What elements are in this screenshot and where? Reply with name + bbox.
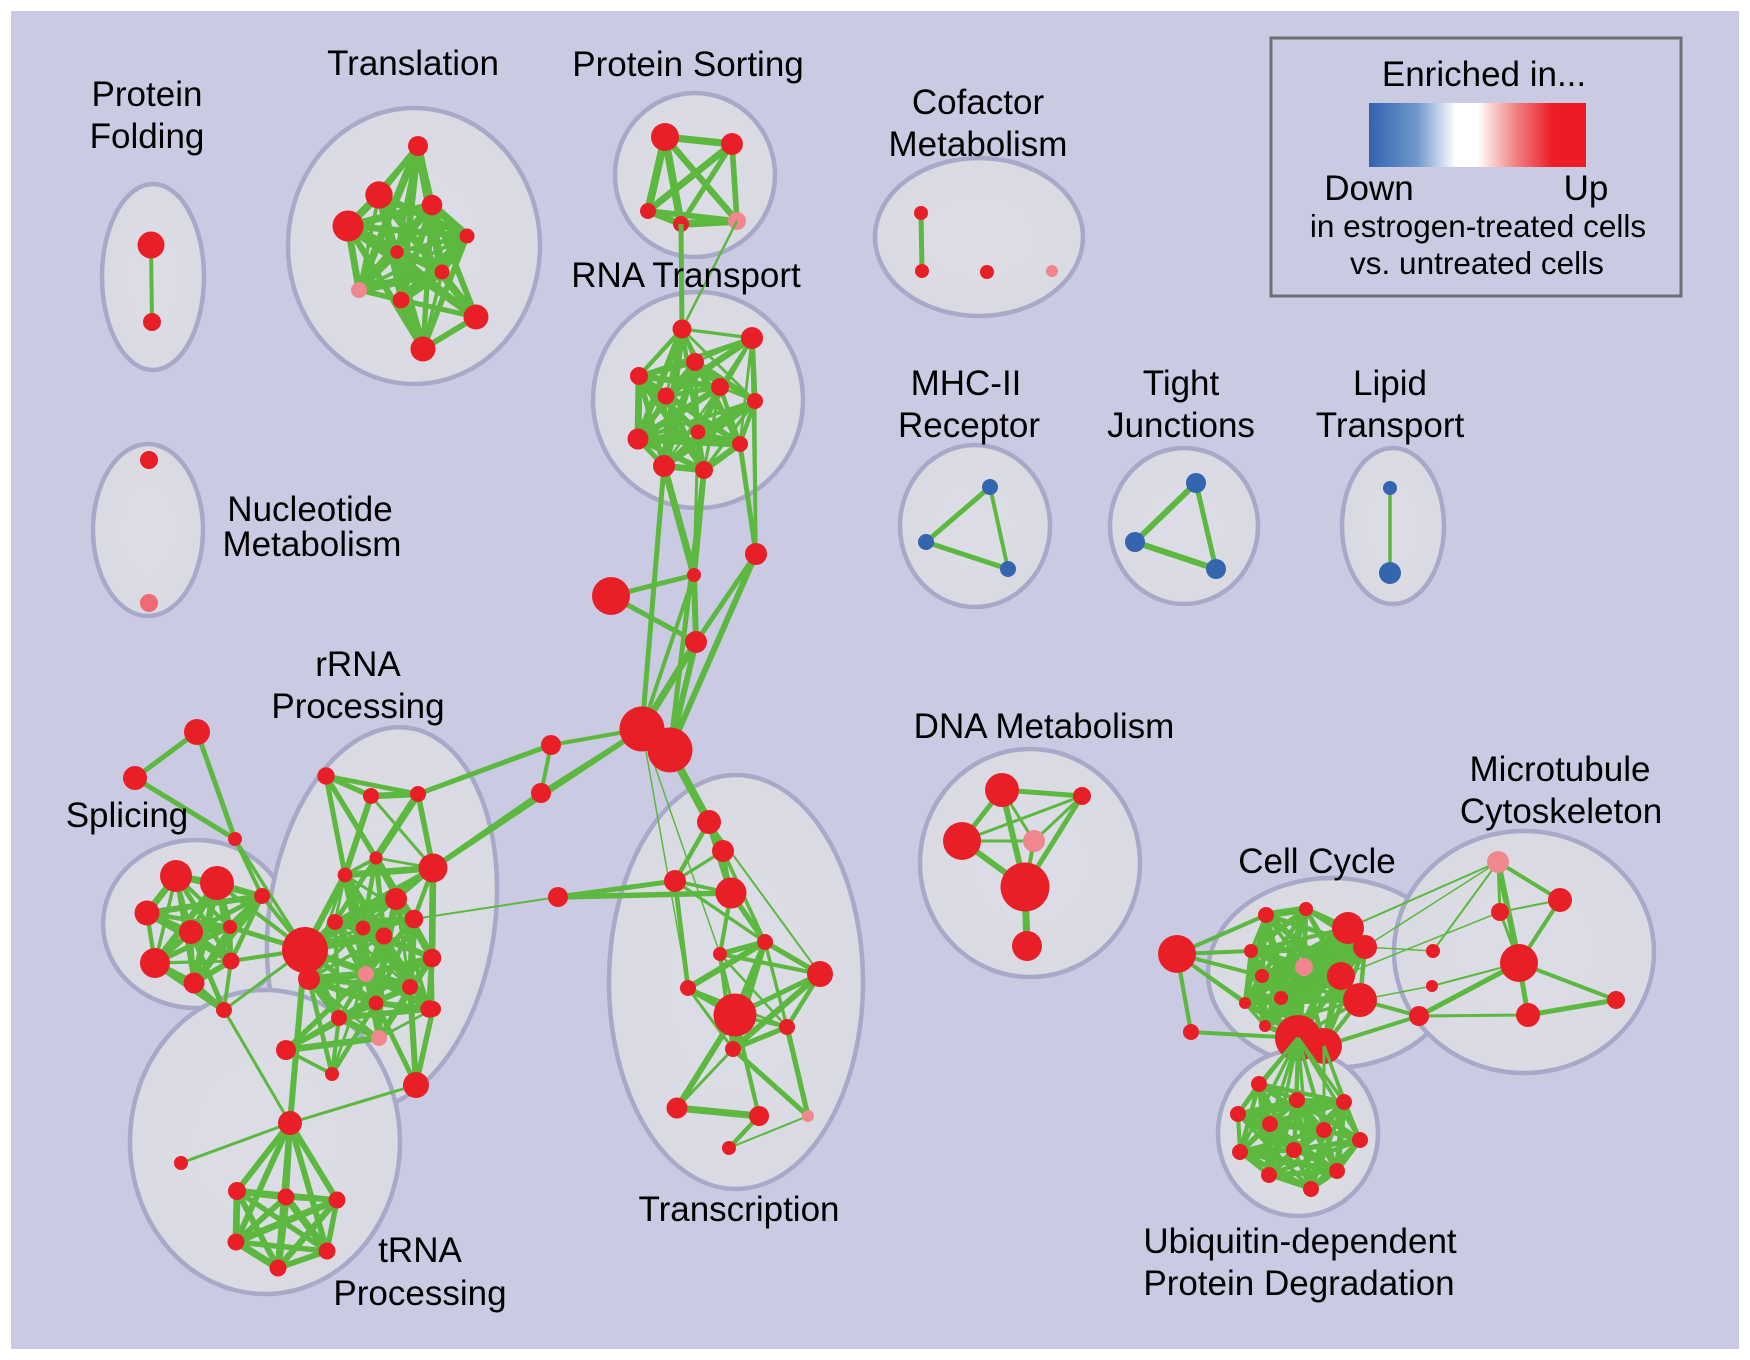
svg-text:Processing: Processing bbox=[271, 687, 444, 726]
svg-text:Metabolism: Metabolism bbox=[223, 525, 402, 564]
svg-text:Protein: Protein bbox=[92, 75, 203, 114]
svg-text:Transport: Transport bbox=[1316, 406, 1465, 445]
svg-text:Tight: Tight bbox=[1143, 364, 1220, 403]
svg-text:RNA Transport: RNA Transport bbox=[571, 256, 801, 295]
svg-text:Protein Sorting: Protein Sorting bbox=[572, 45, 804, 84]
svg-text:Nucleotide: Nucleotide bbox=[227, 490, 392, 529]
svg-text:in estrogen-treated cells: in estrogen-treated cells bbox=[1310, 208, 1646, 244]
svg-text:Processing: Processing bbox=[333, 1274, 506, 1313]
svg-text:MHC-II: MHC-II bbox=[911, 364, 1022, 403]
svg-text:Cytoskeleton: Cytoskeleton bbox=[1460, 792, 1662, 831]
svg-text:Junctions: Junctions bbox=[1107, 406, 1255, 445]
svg-text:Down: Down bbox=[1324, 169, 1413, 208]
svg-text:Translation: Translation bbox=[327, 44, 499, 83]
svg-text:Ubiquitin-dependent: Ubiquitin-dependent bbox=[1143, 1222, 1457, 1261]
svg-text:Metabolism: Metabolism bbox=[889, 125, 1068, 164]
svg-text:Splicing: Splicing bbox=[66, 796, 189, 835]
svg-text:DNA Metabolism: DNA Metabolism bbox=[914, 707, 1175, 746]
svg-text:Protein Degradation: Protein Degradation bbox=[1143, 1264, 1454, 1303]
svg-text:tRNA: tRNA bbox=[378, 1231, 462, 1270]
svg-text:Lipid: Lipid bbox=[1353, 364, 1427, 403]
svg-text:Cofactor: Cofactor bbox=[912, 83, 1045, 122]
svg-text:Enriched in...: Enriched in... bbox=[1382, 55, 1586, 94]
svg-text:vs. untreated cells: vs. untreated cells bbox=[1350, 245, 1604, 281]
svg-text:Up: Up bbox=[1564, 169, 1609, 208]
svg-text:Folding: Folding bbox=[90, 117, 205, 156]
svg-text:Microtubule: Microtubule bbox=[1470, 750, 1651, 789]
svg-text:Cell Cycle: Cell Cycle bbox=[1238, 842, 1396, 881]
svg-text:Receptor: Receptor bbox=[898, 406, 1040, 445]
svg-text:rRNA: rRNA bbox=[315, 645, 401, 684]
svg-text:Transcription: Transcription bbox=[639, 1190, 840, 1229]
